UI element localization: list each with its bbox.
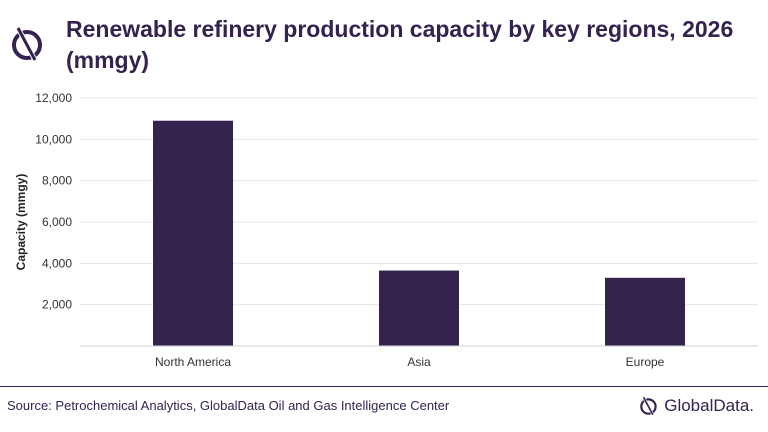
- y-tick-label: 6,000: [42, 215, 72, 229]
- x-tick-label: North America: [155, 355, 231, 369]
- bar-asia: [379, 270, 459, 346]
- footer-divider: [0, 386, 768, 387]
- brand-logo: GlobalData.: [638, 395, 754, 417]
- y-tick-label: 10,000: [35, 132, 72, 146]
- bar-north-america: [153, 120, 233, 346]
- brand-name: GlobalData.: [664, 396, 754, 415]
- globaldata-logo-icon: [640, 396, 657, 417]
- y-tick-label: 4,000: [42, 256, 72, 270]
- globaldata-logo-icon: [12, 26, 42, 64]
- bar-chart: Capacity (mmgy) 2,000 4,000 6,000 8,000 10,0…: [14, 91, 758, 369]
- y-tick-label: 2,000: [42, 298, 72, 312]
- x-tick-label: Europe: [626, 355, 665, 369]
- source-note: Source: Petrochemical Analytics, GlobalD…: [7, 398, 450, 413]
- x-tick-label: Asia: [407, 355, 431, 369]
- y-tick-label: 8,000: [42, 174, 72, 188]
- y-axis-label: Capacity (mmgy): [14, 174, 28, 271]
- y-tick-label: 12,000: [35, 91, 72, 105]
- chart-title: Renewable refinery production capacity b…: [66, 16, 734, 73]
- bar-europe: [605, 277, 685, 346]
